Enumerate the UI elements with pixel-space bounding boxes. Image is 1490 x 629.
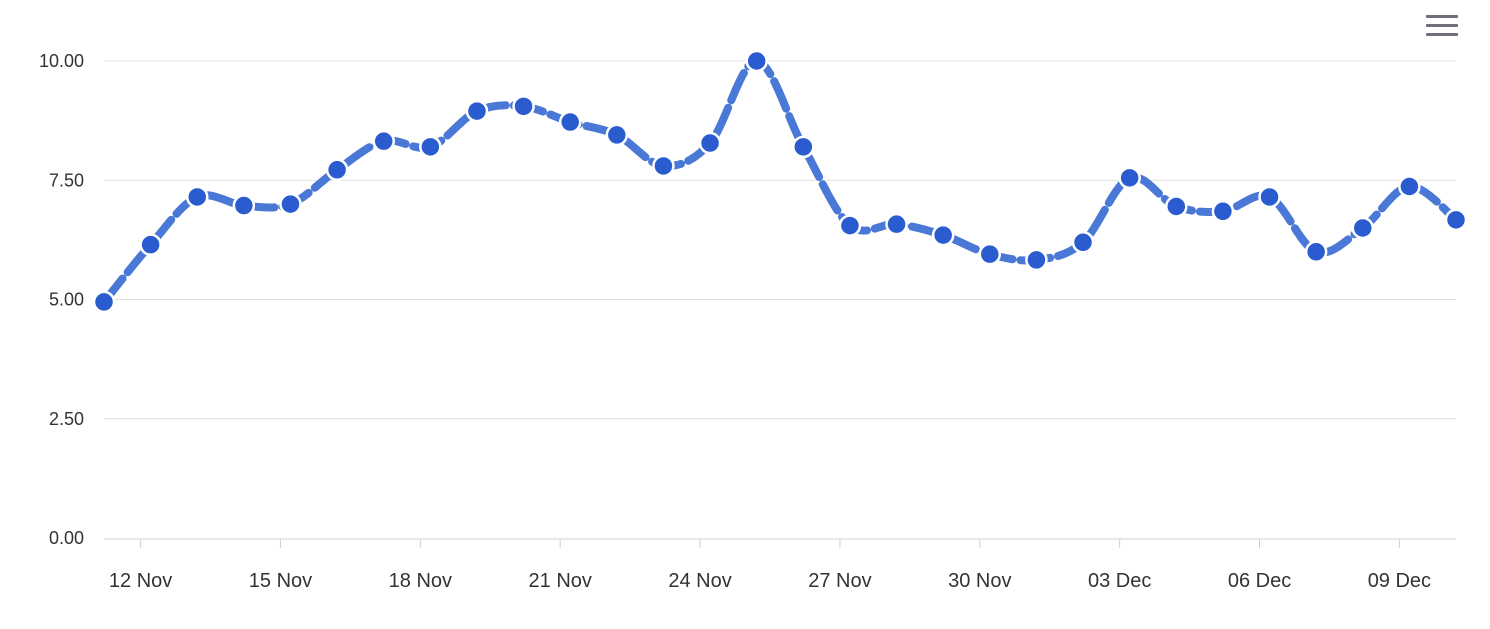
data-point-30-nov	[978, 242, 1002, 266]
data-point-07-dec	[1304, 240, 1328, 264]
x-tick-label: 03 Dec	[1088, 570, 1151, 592]
x-tick-label: 18 Nov	[389, 570, 452, 592]
series-layer	[100, 57, 1460, 306]
data-point-10-dec	[1444, 208, 1468, 232]
data-point-26-nov	[792, 135, 815, 159]
data-point-19-nov	[465, 99, 489, 123]
data-point-12-nov	[139, 233, 162, 256]
data-point-22-nov	[605, 123, 629, 147]
x-tick-label: 27 Nov	[808, 570, 871, 592]
grid-layer	[104, 60, 1456, 420]
data-point-11-nov	[92, 290, 116, 314]
y-tick-label: 0.00	[49, 528, 84, 548]
data-point-17-nov	[372, 129, 395, 153]
x-tick-label: 30 Nov	[948, 570, 1011, 592]
x-tick-label: 15 Nov	[249, 570, 312, 592]
y-tick-label: 2.50	[49, 409, 84, 429]
x-tick-label: 12 Nov	[109, 570, 172, 592]
data-point-08-dec	[1351, 216, 1375, 240]
label-layer: 0.00 2.50 5.00 7.50 10.00 12 Nov 15 Nov 18 Nov 2…	[39, 51, 1431, 592]
data-point-28-nov	[885, 212, 908, 236]
data-point-06-dec	[1258, 185, 1281, 209]
data-point-21-nov	[558, 110, 582, 134]
data-point-03-dec	[1118, 166, 1141, 190]
data-point-13-nov	[185, 185, 209, 209]
data-point-27-nov	[838, 214, 862, 237]
x-tick-label: 24 Nov	[668, 570, 731, 592]
data-point-16-nov	[325, 158, 349, 182]
data-point-15-nov	[279, 192, 302, 216]
hamburger-menu-icon	[1426, 15, 1458, 36]
y-tick-label: 7.50	[49, 170, 84, 190]
data-point-23-nov	[652, 154, 675, 178]
data-point-24-nov	[698, 131, 722, 155]
data-point-01-dec	[1025, 248, 1048, 272]
data-point-20-nov	[512, 95, 535, 118]
data-point-14-nov	[232, 194, 256, 217]
data-point-29-nov	[931, 223, 955, 247]
series-line	[100, 57, 1460, 306]
marker-layer	[92, 49, 1468, 314]
data-point-09-dec	[1398, 175, 1421, 198]
y-tick-label: 10.00	[39, 51, 84, 71]
axis-layer	[104, 538, 1456, 548]
data-point-18-nov	[419, 135, 442, 159]
data-point-05-dec	[1211, 200, 1235, 223]
data-point-04-dec	[1165, 195, 1188, 218]
data-point-02-dec	[1071, 231, 1095, 254]
y-tick-label: 5.00	[49, 290, 84, 310]
x-tick-label: 06 Dec	[1228, 570, 1291, 592]
x-tick-label: 21 Nov	[529, 570, 592, 592]
x-tick-label: 09 Dec	[1368, 570, 1431, 592]
data-point-25-nov	[745, 49, 768, 73]
chart-menu-button[interactable]	[1420, 9, 1464, 43]
